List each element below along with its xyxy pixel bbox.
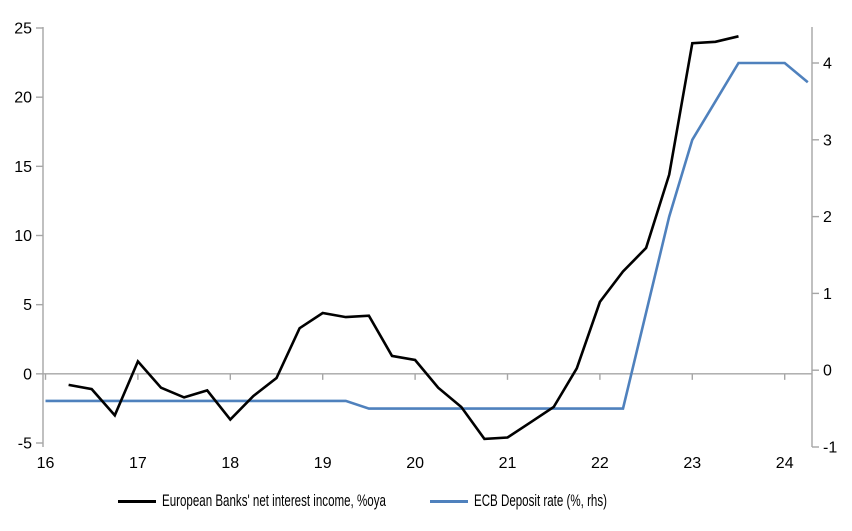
- y-left-tick-label: 0: [23, 366, 32, 383]
- legend-label-net-interest-income: European Banks' net interest income, %oy…: [162, 491, 386, 510]
- y-right-tick-label: -1: [823, 440, 837, 457]
- legend-item-ecb-deposit-rate: ECB Deposit rate (%, rhs): [430, 491, 670, 510]
- y-right-tick-label: 3: [823, 132, 832, 149]
- legend-label-ecb-deposit-rate: ECB Deposit rate (%, rhs): [474, 491, 607, 510]
- y-left-tick-label: 15: [14, 159, 32, 176]
- y-right-tick-label: 0: [823, 363, 832, 380]
- x-tick-label: 20: [406, 455, 424, 472]
- x-tick-label: 18: [221, 455, 239, 472]
- y-right-tick-label: 1: [823, 286, 832, 303]
- y-left-tick-label: 25: [14, 21, 32, 38]
- y-left-tick-label: -5: [18, 436, 32, 453]
- y-left-tick-label: 20: [14, 90, 32, 107]
- series-line-ecb-deposit-rate: [45, 61, 809, 410]
- y-right-tick-label: 4: [823, 56, 832, 73]
- x-tick-label: 16: [37, 455, 55, 472]
- y-left-tick-label: 10: [14, 228, 32, 245]
- y-right-tick-label: 2: [823, 209, 832, 226]
- x-tick-label: 23: [683, 455, 701, 472]
- x-tick-label: 21: [499, 455, 517, 472]
- x-tick-label: 19: [314, 455, 332, 472]
- y-left-tick-label: 5: [23, 297, 32, 314]
- x-tick-label: 17: [129, 455, 147, 472]
- legend-swatch-black-line: [118, 499, 156, 503]
- legend-swatch-blue-line: [430, 499, 468, 503]
- series-line-european-banks-nii: [68, 35, 739, 441]
- legend-item-net-interest-income: European Banks' net interest income, %oy…: [118, 491, 491, 510]
- legend: European Banks' net interest income, %oy…: [0, 491, 852, 512]
- x-tick-label: 24: [776, 455, 794, 472]
- x-tick-label: 22: [591, 455, 609, 472]
